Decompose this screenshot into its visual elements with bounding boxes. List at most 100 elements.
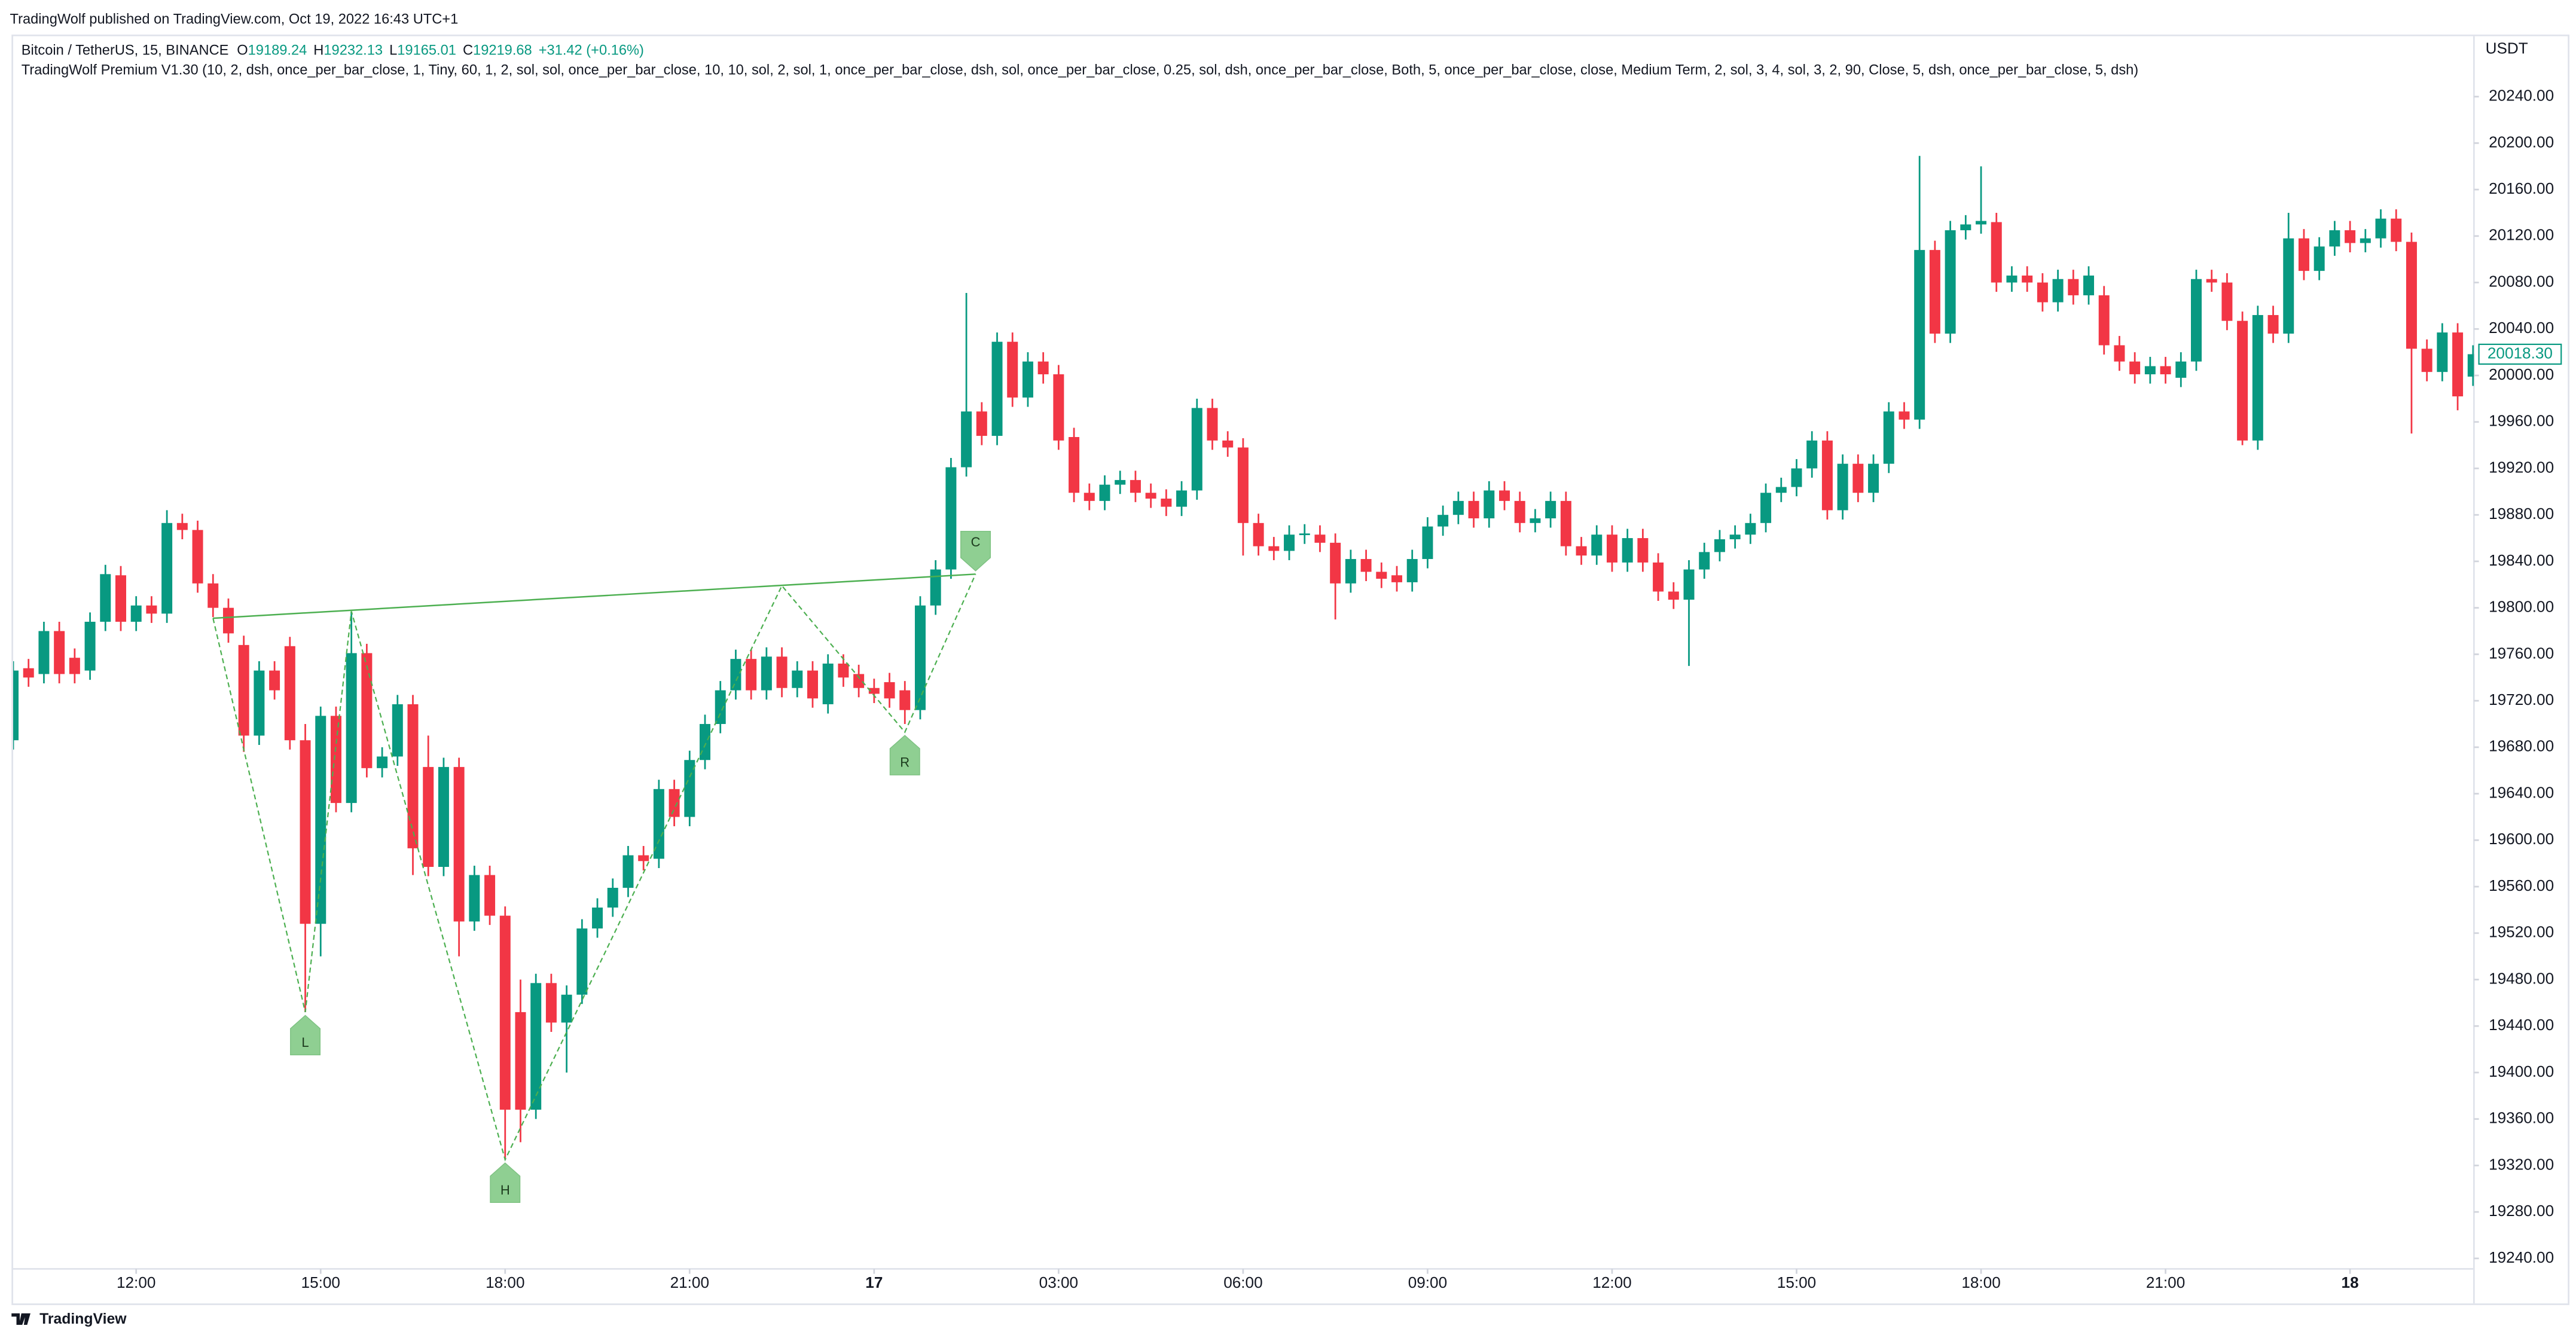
y-tick-label: 19240.00 — [2489, 1248, 2554, 1266]
candle-body — [1883, 411, 1894, 464]
candle-body — [2068, 279, 2079, 295]
candle-body — [1207, 408, 1218, 441]
ohlc-label: L — [389, 43, 397, 59]
candle-body — [1391, 575, 1403, 582]
candle-body — [1498, 490, 1510, 501]
candle-body — [1945, 230, 1956, 334]
candle-body — [1222, 440, 1234, 448]
candle-body — [38, 631, 50, 674]
candles — [13, 155, 2474, 1160]
pattern-label: R — [900, 755, 909, 770]
candle-body — [438, 766, 449, 867]
candle-body — [222, 607, 234, 634]
candle-body — [1852, 463, 1864, 493]
candle-body — [2190, 279, 2202, 362]
candle-body — [853, 674, 865, 688]
pattern-zigzag — [212, 573, 976, 1162]
candle-body — [1422, 526, 1433, 560]
candle-body — [330, 716, 341, 804]
candle-body — [976, 411, 987, 436]
y-tick-label: 19520.00 — [2489, 923, 2554, 941]
candle-body — [407, 704, 419, 848]
candle-body — [515, 1012, 526, 1110]
candle-body — [945, 467, 957, 570]
candle-body — [1775, 487, 1787, 493]
candle-body — [2267, 314, 2279, 334]
candle-body — [1069, 437, 1080, 493]
x-tick-label: 03:00 — [1039, 1273, 1078, 1291]
y-tick-label: 19440.00 — [2489, 1016, 2554, 1034]
candle-body — [1037, 361, 1049, 375]
y-tick-label: 19760.00 — [2489, 644, 2554, 662]
x-tick-label: 18:00 — [1961, 1273, 2000, 1291]
candle-body — [176, 523, 188, 530]
candle-body — [453, 766, 465, 922]
ohlc-value: 19165.01 — [397, 43, 456, 59]
candle-body — [2375, 218, 2386, 239]
candle-body — [746, 659, 757, 691]
y-tick-label: 19400.00 — [2489, 1062, 2554, 1080]
candle-body — [1345, 559, 1356, 584]
y-tick-label: 20040.00 — [2489, 319, 2554, 337]
candle-body — [684, 760, 695, 817]
candle-body — [622, 855, 634, 888]
x-tick-label: 15:00 — [1777, 1273, 1816, 1291]
ohlc-value: 19189.24 — [248, 43, 307, 59]
y-tick-label: 19640.00 — [2489, 783, 2554, 801]
candle-body — [561, 994, 572, 1023]
ohlc-value: 19232.13 — [323, 43, 383, 59]
candle-body — [2114, 345, 2125, 362]
candle-body — [254, 670, 265, 736]
candle-body — [2037, 282, 2048, 303]
y-tick-label: 20160.00 — [2489, 179, 2554, 197]
candle-body — [2298, 238, 2309, 271]
y-tick-label: 19320.00 — [2489, 1155, 2554, 1173]
x-tick-label: 12:00 — [117, 1273, 155, 1291]
candle-body — [1099, 484, 1110, 501]
candle-body — [346, 653, 357, 804]
candle-body — [1314, 534, 1326, 543]
ohlc-label: C — [463, 43, 473, 59]
logo-icon — [11, 1313, 30, 1325]
pattern-marker — [290, 1015, 321, 1056]
candle-body — [1268, 546, 1280, 551]
candle-body — [1760, 493, 1772, 523]
y-tick-label: 19560.00 — [2489, 876, 2554, 894]
candle-body — [2160, 366, 2171, 375]
candle-body — [2006, 275, 2018, 283]
candle-body — [146, 605, 157, 614]
candle-body — [484, 875, 496, 916]
candle-body — [1699, 552, 1710, 570]
candle-body — [1514, 500, 1525, 523]
candle-body — [1191, 408, 1202, 491]
candle-body — [2022, 275, 2033, 283]
candle-body — [930, 569, 941, 606]
x-tick-label: 18 — [2342, 1273, 2359, 1291]
candle-body — [914, 605, 926, 710]
y-tick-label: 19680.00 — [2489, 737, 2554, 755]
pattern: L H R C — [212, 531, 991, 1203]
candle-body — [1083, 493, 1095, 501]
footer-logo: TradingView — [11, 1311, 127, 1327]
candle-body — [1468, 500, 1479, 519]
axes: 19240.00 19280.00 19320.00 19360.00 19400.00… — [117, 87, 2562, 1291]
candle-body — [192, 530, 203, 584]
candle-body — [2345, 230, 2356, 243]
candle-body — [1591, 534, 1603, 556]
footer: TradingView — [39, 1311, 127, 1327]
indicator: TradingWolf Premium V1.30 (10, 2, dsh, o… — [22, 63, 2138, 78]
candle-body — [576, 928, 588, 995]
candle-body — [1714, 539, 1725, 552]
candle-body — [1176, 490, 1188, 507]
candle-body — [1360, 559, 1372, 572]
pattern-label: C — [971, 534, 981, 549]
change: +31.42 (+0.16%) — [539, 43, 644, 59]
candle-body — [868, 688, 880, 694]
candle-body — [838, 663, 849, 678]
candle-body — [822, 663, 834, 704]
candle-body — [13, 670, 19, 741]
candle-body — [884, 682, 895, 699]
pattern-label: L — [301, 1035, 309, 1050]
